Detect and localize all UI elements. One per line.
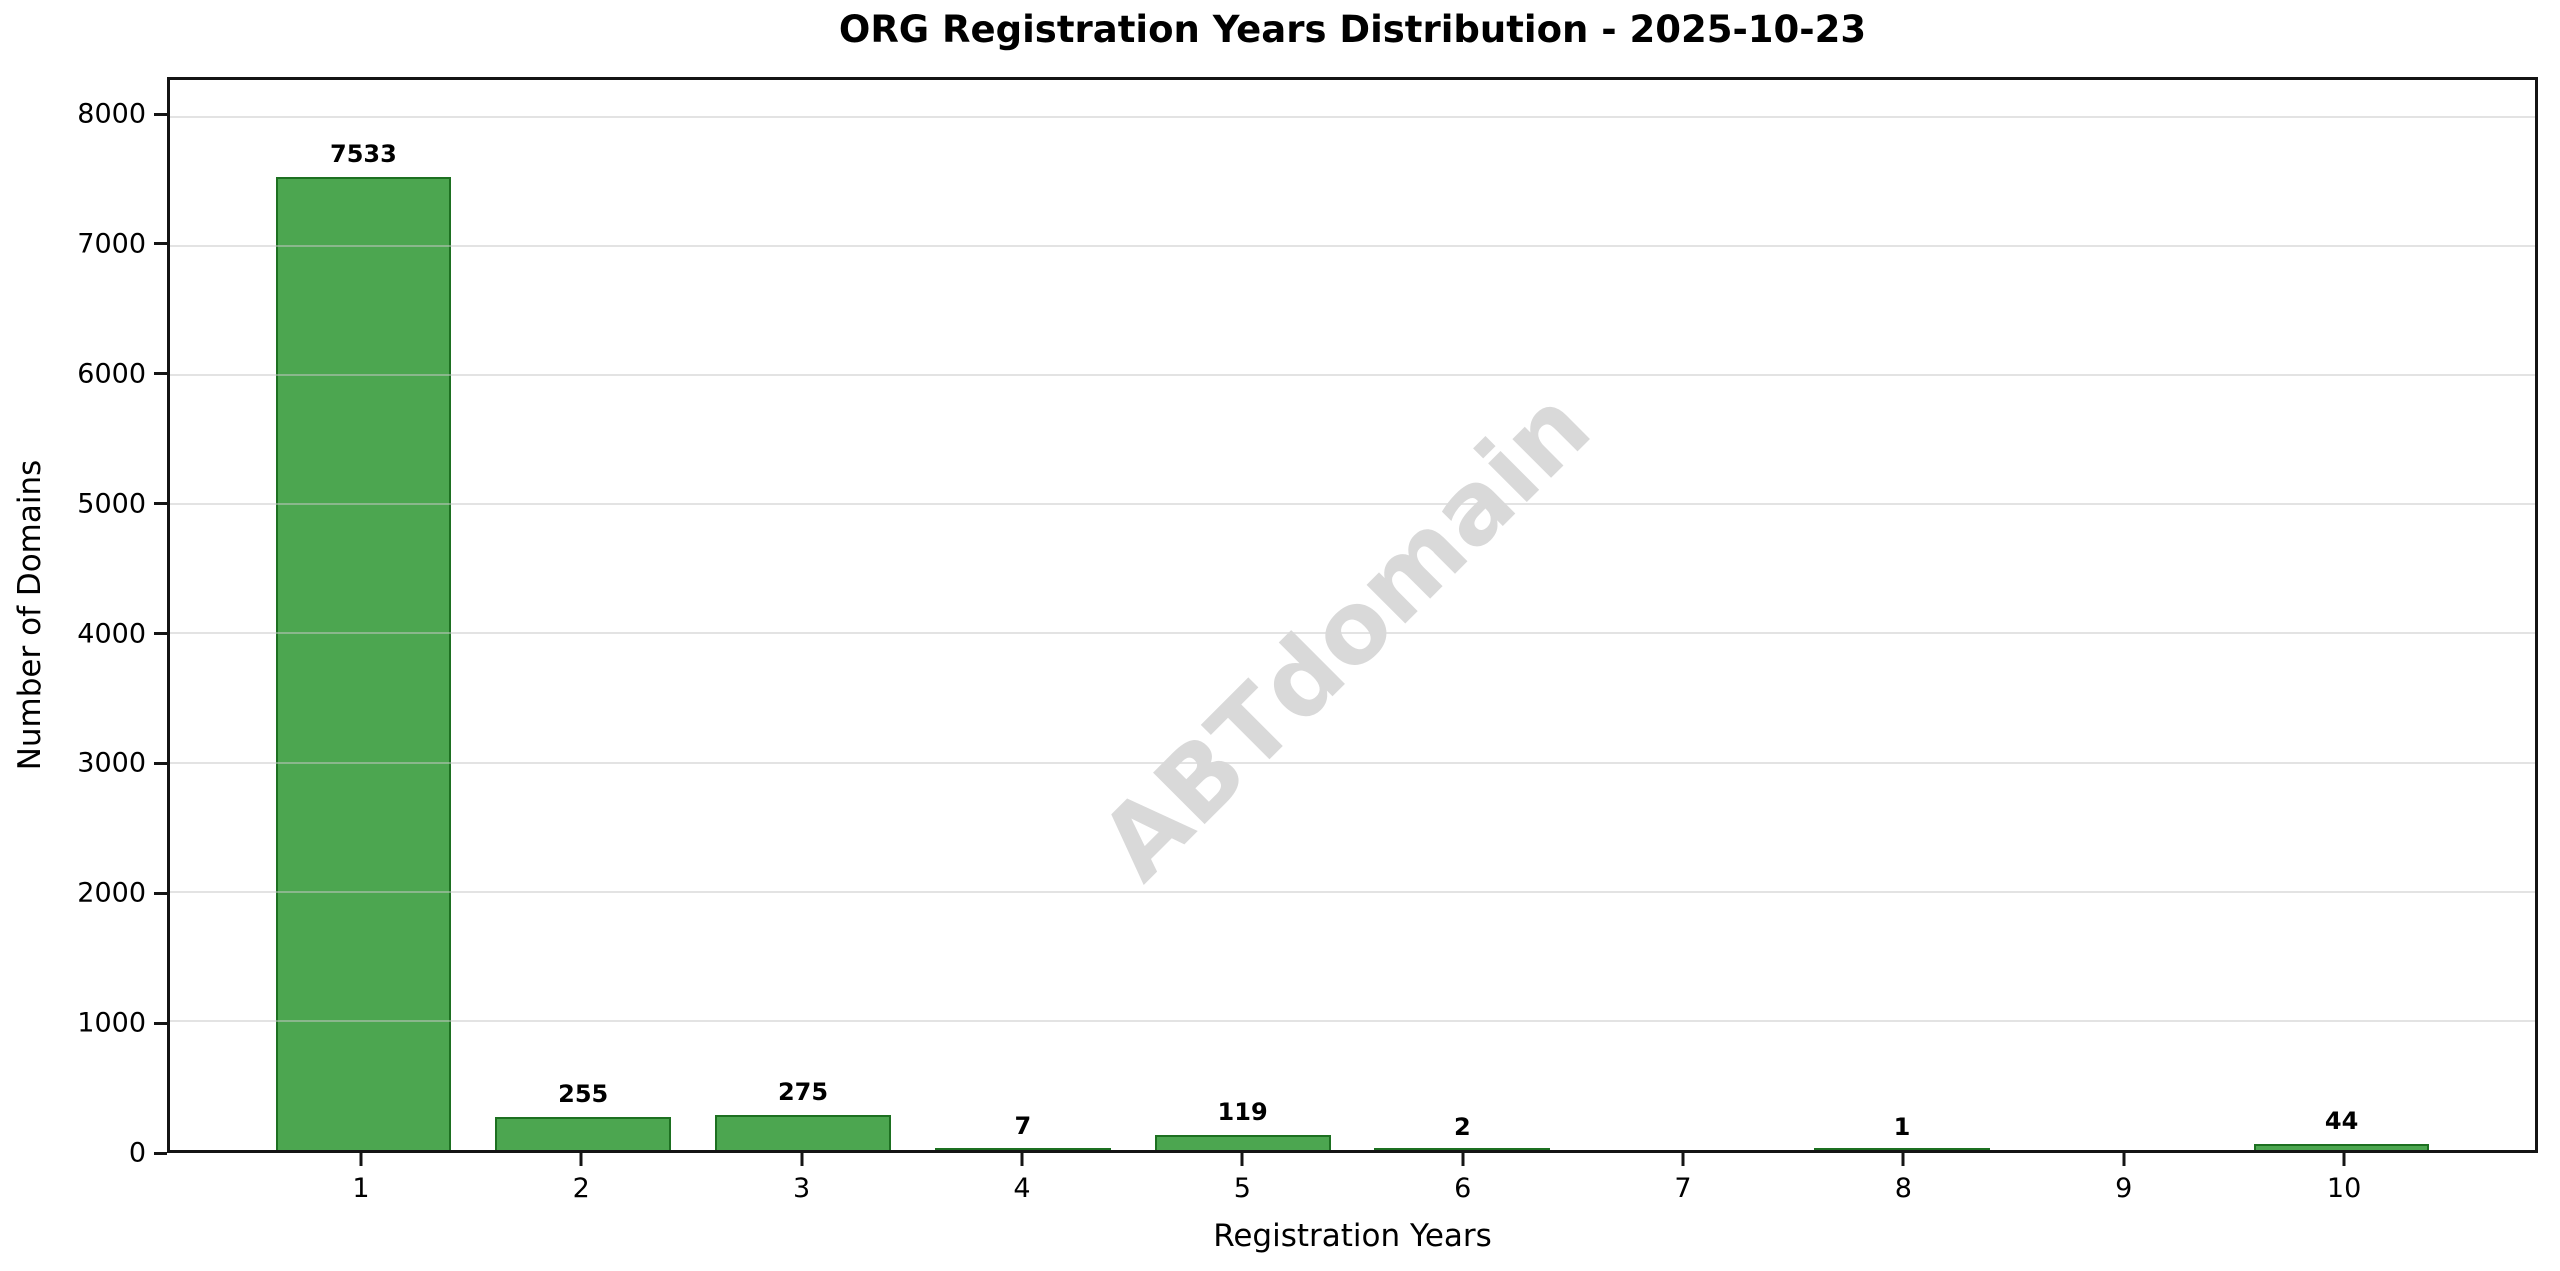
bar-year-4 xyxy=(934,1148,1111,1150)
x-tick-mark-4 xyxy=(1020,1153,1024,1166)
bar-year-3 xyxy=(715,1114,891,1150)
x-tick-mark-3 xyxy=(800,1153,804,1166)
x-tick-label-6: 6 xyxy=(1454,1173,1472,1204)
x-tick-mark-2 xyxy=(579,1153,583,1166)
chart-title: ORG Registration Years Distribution - 20… xyxy=(838,8,1867,51)
y-tick-label-8000: 8000 xyxy=(77,98,146,130)
bar-value-label-year-5: 119 xyxy=(1217,1097,1268,1126)
x-tick-mark-1 xyxy=(359,1153,363,1166)
y-tick-mark-6000 xyxy=(154,372,167,376)
gridline-y-5000 xyxy=(170,503,2535,506)
x-tick-label-4: 4 xyxy=(1013,1173,1031,1204)
x-tick-label-8: 8 xyxy=(1894,1173,1912,1204)
bar-year-1 xyxy=(275,177,452,1150)
x-tick-mark-10 xyxy=(2342,1153,2346,1166)
y-tick-label-6000: 6000 xyxy=(77,358,146,390)
bar-value-label-year-3: 275 xyxy=(777,1077,829,1106)
x-tick-mark-8 xyxy=(1901,1153,1905,1166)
x-tick-mark-9 xyxy=(2122,1153,2126,1166)
y-tick-label-5000: 5000 xyxy=(77,488,146,520)
bar-year-2 xyxy=(495,1117,672,1150)
gridline-y-7000 xyxy=(170,245,2535,248)
y-tick-mark-2000 xyxy=(154,891,167,895)
gridline-y-6000 xyxy=(170,374,2535,377)
x-tick-mark-5 xyxy=(1240,1153,1244,1166)
x-axis-label: Registration Years xyxy=(1213,1218,1492,1254)
bar-year-8 xyxy=(1814,1148,1990,1150)
y-tick-mark-1000 xyxy=(154,1021,167,1025)
y-tick-mark-5000 xyxy=(154,502,167,506)
plot-area: 7533 255 275 7 119 2 1 44 xyxy=(167,77,2538,1153)
bar-value-label-year-8: 1 xyxy=(1893,1112,1911,1141)
bar-value-label-year-2: 255 xyxy=(558,1080,609,1109)
x-tick-mark-6 xyxy=(1461,1153,1465,1166)
y-tick-label-7000: 7000 xyxy=(77,228,146,260)
x-tick-label-3: 3 xyxy=(793,1173,811,1204)
bar-value-label-year-6: 2 xyxy=(1454,1112,1471,1141)
y-tick-label-2000: 2000 xyxy=(77,877,146,909)
bar-value-label-year-10: 44 xyxy=(2324,1107,2359,1136)
y-tick-mark-8000 xyxy=(154,112,167,116)
y-tick-mark-0 xyxy=(154,1151,167,1155)
gridline-y-3000 xyxy=(170,761,2535,764)
y-tick-label-4000: 4000 xyxy=(77,618,146,650)
x-tick-label-10: 10 xyxy=(2326,1173,2362,1204)
gridline-y-4000 xyxy=(170,632,2535,635)
x-tick-mark-7 xyxy=(1681,1153,1685,1166)
gridline-y-8000 xyxy=(170,115,2535,118)
x-tick-label-1: 1 xyxy=(352,1173,370,1204)
gridline-y-1000 xyxy=(170,1019,2535,1022)
y-tick-mark-7000 xyxy=(154,242,167,246)
x-tick-label-5: 5 xyxy=(1233,1173,1251,1204)
y-tick-label-1000: 1000 xyxy=(77,1007,146,1039)
bar-value-label-year-4: 7 xyxy=(1014,1112,1032,1141)
y-tick-label-0: 0 xyxy=(128,1137,146,1169)
bar-year-6 xyxy=(1374,1148,1551,1150)
y-tick-mark-3000 xyxy=(154,761,167,765)
gridline-y-2000 xyxy=(170,890,2535,893)
x-tick-label-9: 9 xyxy=(2115,1173,2133,1204)
y-axis-label: Number of Domains xyxy=(12,459,48,771)
y-tick-label-3000: 3000 xyxy=(77,747,146,779)
bar-value-label-year-1: 7533 xyxy=(330,140,397,169)
x-tick-label-7: 7 xyxy=(1674,1173,1692,1204)
y-tick-mark-4000 xyxy=(154,632,167,636)
bar-year-10 xyxy=(2253,1144,2430,1150)
bar-year-5 xyxy=(1154,1134,1331,1150)
x-tick-label-2: 2 xyxy=(572,1173,590,1204)
